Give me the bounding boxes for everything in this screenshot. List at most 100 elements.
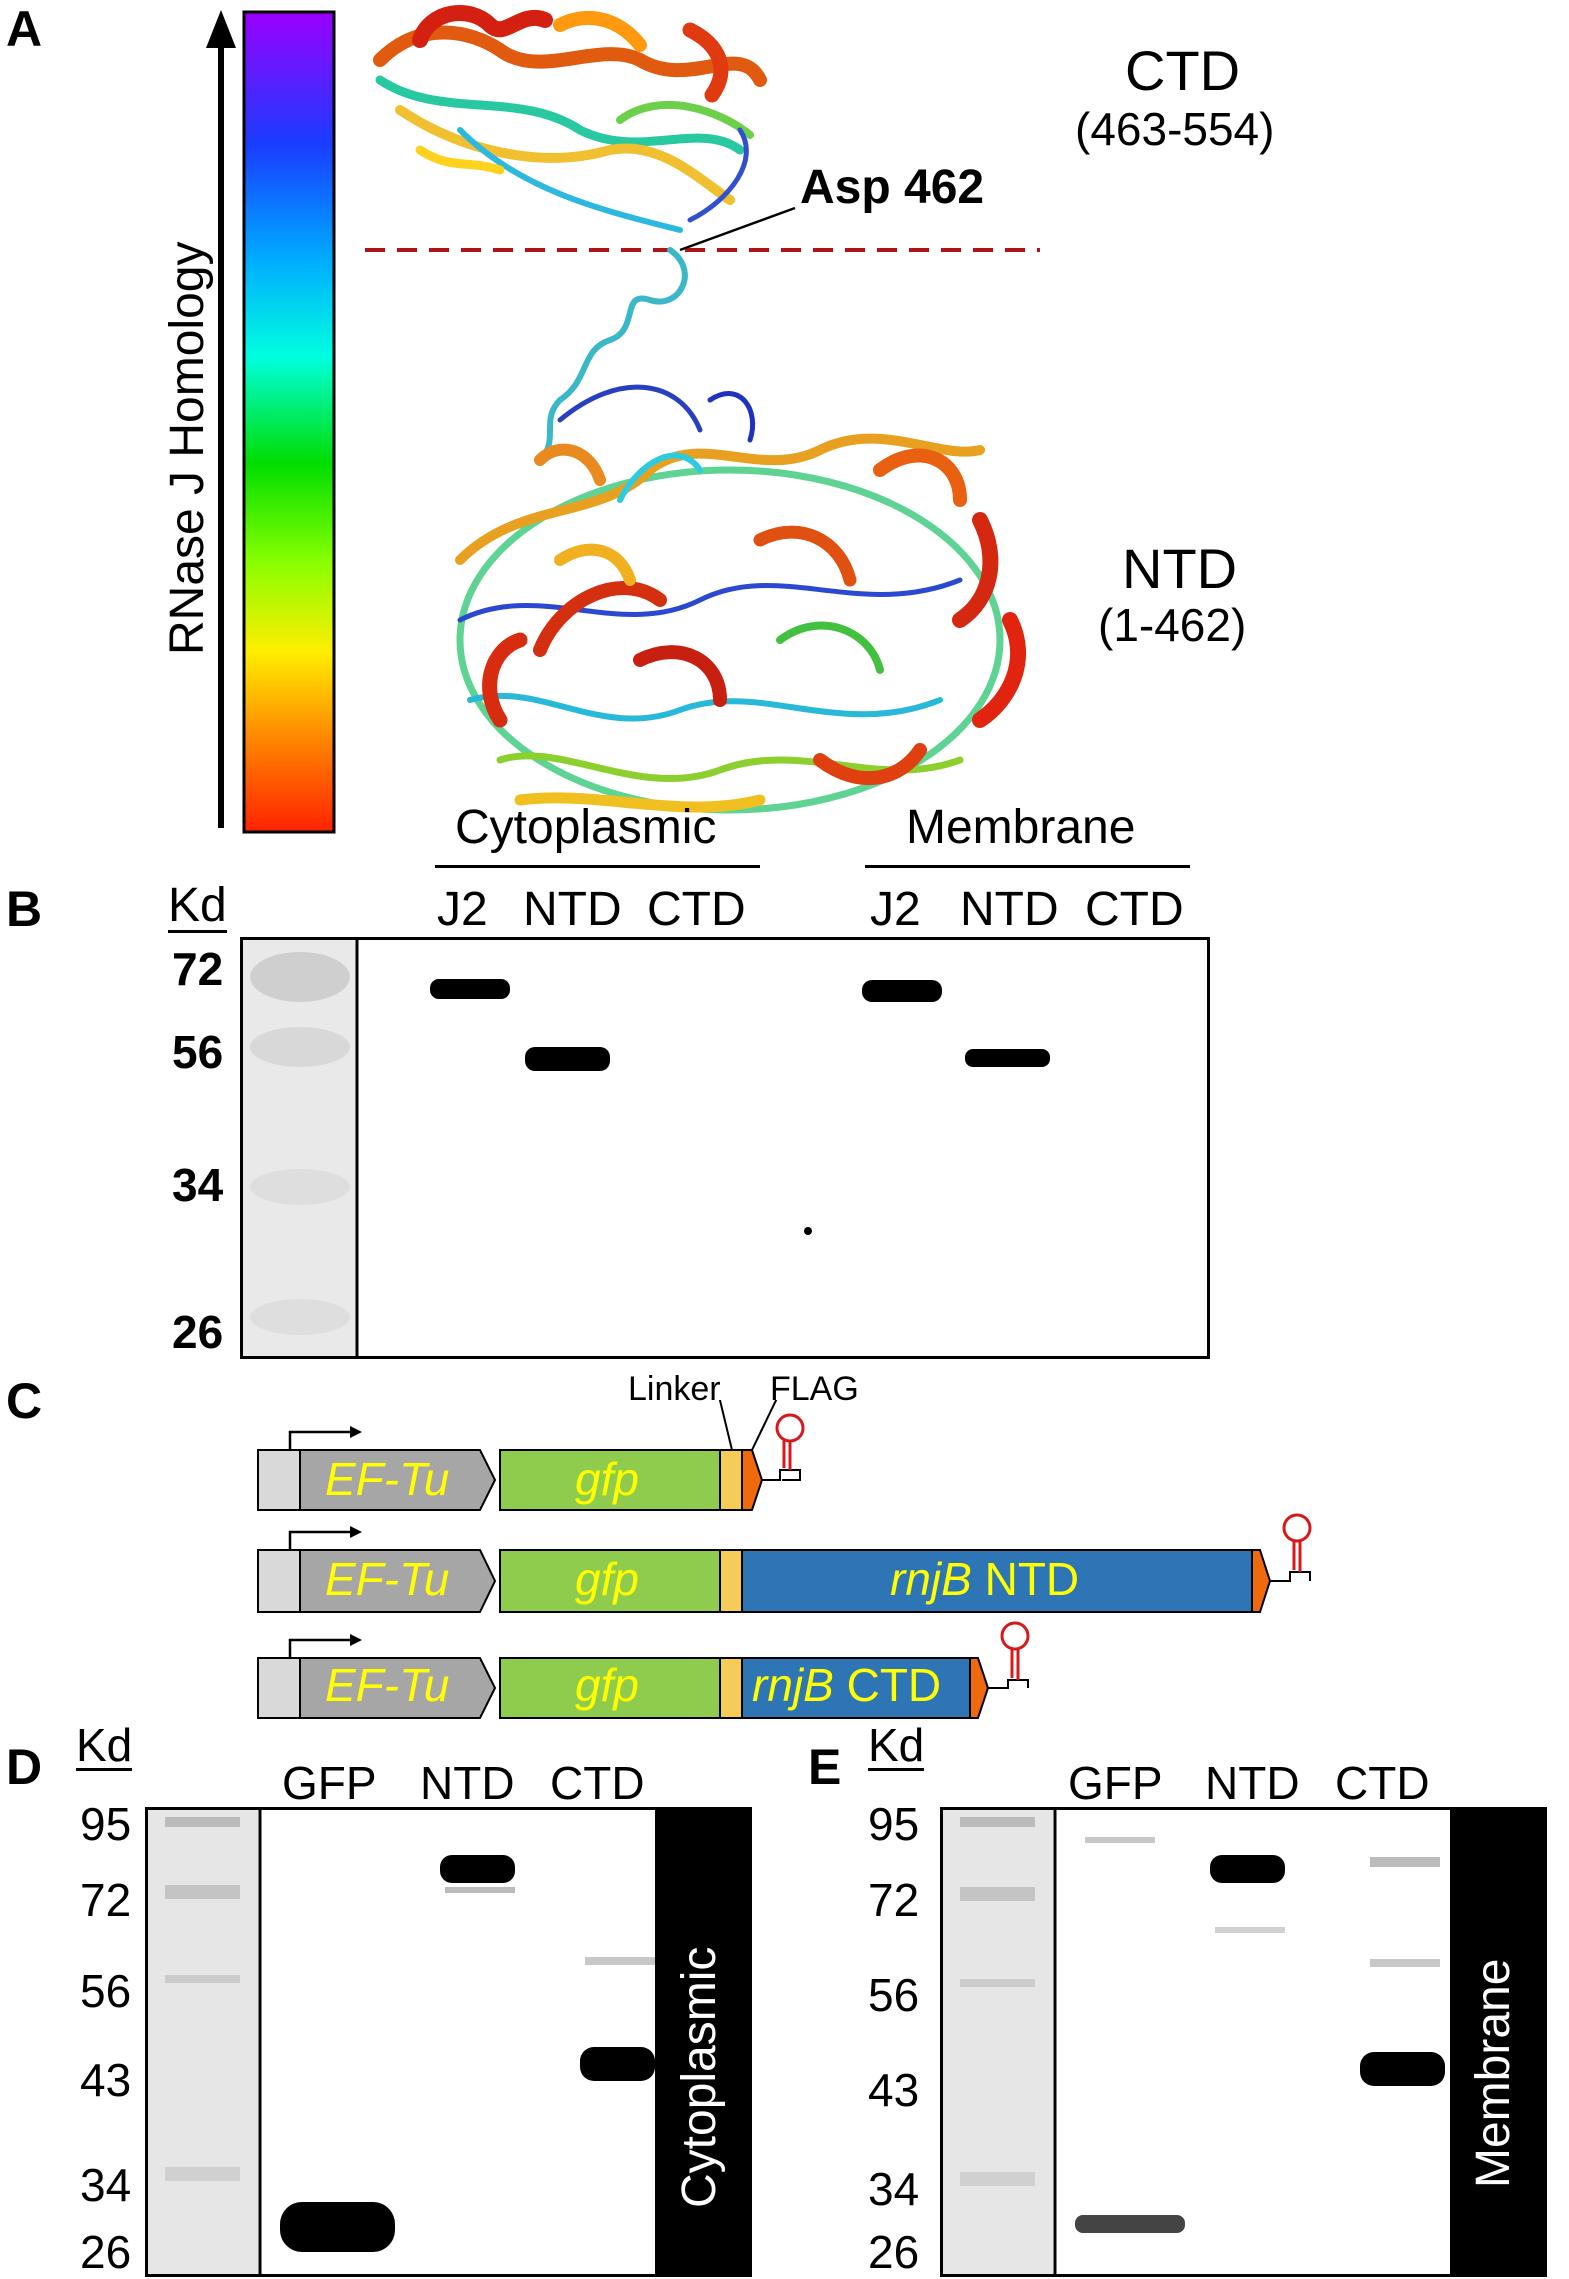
marker-e-95: 95 (868, 1798, 920, 1850)
membrane-label-box (1450, 1810, 1545, 2274)
group-label-cytoplasmic: Cytoplasmic (455, 801, 717, 854)
marker-d-56: 56 (80, 1965, 132, 2017)
lane-label-ctd-mem: CTD (1085, 883, 1184, 936)
gfp-text-1: gfp (575, 1453, 639, 1505)
band-ctd-d (580, 2047, 655, 2081)
marker-e-43: 43 (868, 2064, 920, 2116)
marker-e-56: 56 (868, 1969, 920, 2021)
ntd-structure (455, 391, 1026, 814)
band-j2-cyto (430, 979, 510, 999)
kd-header-d: Kd (76, 1719, 133, 1771)
band-ntd-d (440, 1855, 515, 1883)
flag-block (969, 1657, 990, 1719)
linker-structure (537, 247, 703, 463)
rnjb-ntd-block (741, 1549, 1253, 1613)
lane-label-ntd-e: NTD (1205, 1757, 1300, 1809)
kd-header-b: Kd (168, 879, 227, 933)
ctd-structure (373, 5, 767, 233)
transcription-arrow-icon (350, 1526, 362, 1538)
colorbar-label: RNase J Homology (161, 241, 214, 655)
side-label-membrane: Membrane (1467, 1958, 1520, 2188)
marker-e-72: 72 (868, 1874, 920, 1926)
ntd-label: NTD (1122, 537, 1238, 600)
lane-label-ctd-d: CTD (550, 1757, 645, 1809)
marker-d-72: 72 (80, 1874, 132, 1926)
linker-label: Linker (628, 1370, 721, 1408)
lane-label-ctd-e: CTD (1335, 1757, 1430, 1809)
ladder-band (250, 952, 350, 1002)
rnjb-ntd-gene: rnjB (890, 1553, 972, 1605)
blot-d (145, 1807, 752, 2277)
blot-speck (804, 1227, 812, 1235)
ntd-range: (1-462) (1098, 599, 1247, 651)
terminator-icon (1282, 1513, 1312, 1543)
asp-pointer-line (679, 206, 796, 252)
panel-d-letter: D (6, 1739, 43, 1795)
blot-b (240, 937, 1210, 1359)
promoter-block (299, 1449, 497, 1511)
construct-ntd (257, 1513, 1312, 1613)
rnjb-ctd-text: rnjB CTD (752, 1658, 941, 1712)
ladder-lane-d (148, 1810, 258, 2274)
band-gfp-d (280, 2202, 395, 2252)
group-underline-cytoplasmic (435, 865, 760, 868)
flag-label: FLAG (770, 1370, 859, 1408)
side-label-cytoplasmic: Cytoplasmic (673, 1946, 726, 2208)
promoter-text-3: EF-Tu (325, 1659, 450, 1711)
gfp-text-2: gfp (575, 1553, 639, 1605)
marker-d-95: 95 (80, 1798, 132, 1850)
marker-d-43: 43 (80, 2054, 132, 2106)
linker-block (719, 1549, 743, 1613)
ctd-range: (463-554) (1075, 103, 1275, 155)
panel-e-letter: E (808, 1739, 842, 1795)
gfp-block (499, 1449, 721, 1511)
marker-b-26: 26 (172, 1306, 224, 1358)
lane-label-j2-mem: J2 (870, 883, 921, 936)
promoter-text-2: EF-Tu (325, 1553, 450, 1605)
lane-label-ntd-mem: NTD (960, 883, 1059, 936)
gfp-block (499, 1549, 721, 1613)
lane-label-gfp-d: GFP (282, 1757, 377, 1809)
rnjb-ctd-gene: rnjB (752, 1659, 834, 1711)
ladder-lane-b (243, 940, 356, 1356)
cytoplasmic-label-box (655, 1810, 750, 2274)
terminator-icon (1000, 1621, 1030, 1651)
lane-label-ntd-cyto: NTD (523, 883, 622, 936)
construct-ctd (257, 1621, 1030, 1719)
band-ctd-e (1360, 2052, 1445, 2086)
band-ntd-cyto (525, 1047, 610, 1071)
rnjb-ctd-domain: CTD (846, 1659, 942, 1711)
ladder-lane-e (943, 1810, 1053, 2274)
lane-label-j2-cyto: J2 (437, 883, 488, 936)
homology-colorbar (242, 10, 336, 834)
marker-b-72: 72 (172, 943, 224, 995)
band-ntd-mem (965, 1049, 1050, 1067)
band-gfp-e (1075, 2215, 1185, 2233)
construct-gfp (257, 1400, 805, 1511)
marker-b-56: 56 (172, 1026, 224, 1078)
flag-block (1251, 1549, 1272, 1613)
panel-a-figure (206, 5, 1040, 834)
rnjb-ctd-block (741, 1657, 971, 1719)
terminator-icon (775, 1413, 805, 1443)
marker-e-34: 34 (868, 2163, 920, 2215)
promoter-text-1: EF-Tu (325, 1453, 450, 1505)
linker-block (719, 1657, 743, 1719)
promoter-block (299, 1549, 497, 1613)
lane-label-ntd-d: NTD (420, 1757, 515, 1809)
marker-d-26: 26 (80, 2226, 132, 2278)
rnjb-ntd-text: rnjB NTD (890, 1552, 1079, 1606)
marker-e-26: 26 (868, 2226, 920, 2278)
construct-diagram (257, 1400, 1312, 1719)
kd-header-e: Kd (868, 1719, 925, 1771)
group-label-membrane: Membrane (906, 801, 1136, 854)
transcription-arrow-icon (350, 1634, 362, 1646)
group-underline-membrane (865, 865, 1190, 868)
marker-b-34: 34 (172, 1159, 224, 1211)
band-ntd-e (1210, 1855, 1285, 1883)
gfp-text-3: gfp (575, 1659, 639, 1711)
lane-label-gfp-e: GFP (1068, 1757, 1163, 1809)
panel-b-letter: B (6, 881, 43, 937)
panel-c-letter: C (6, 1373, 43, 1429)
lane-label-ctd-cyto: CTD (647, 883, 746, 936)
